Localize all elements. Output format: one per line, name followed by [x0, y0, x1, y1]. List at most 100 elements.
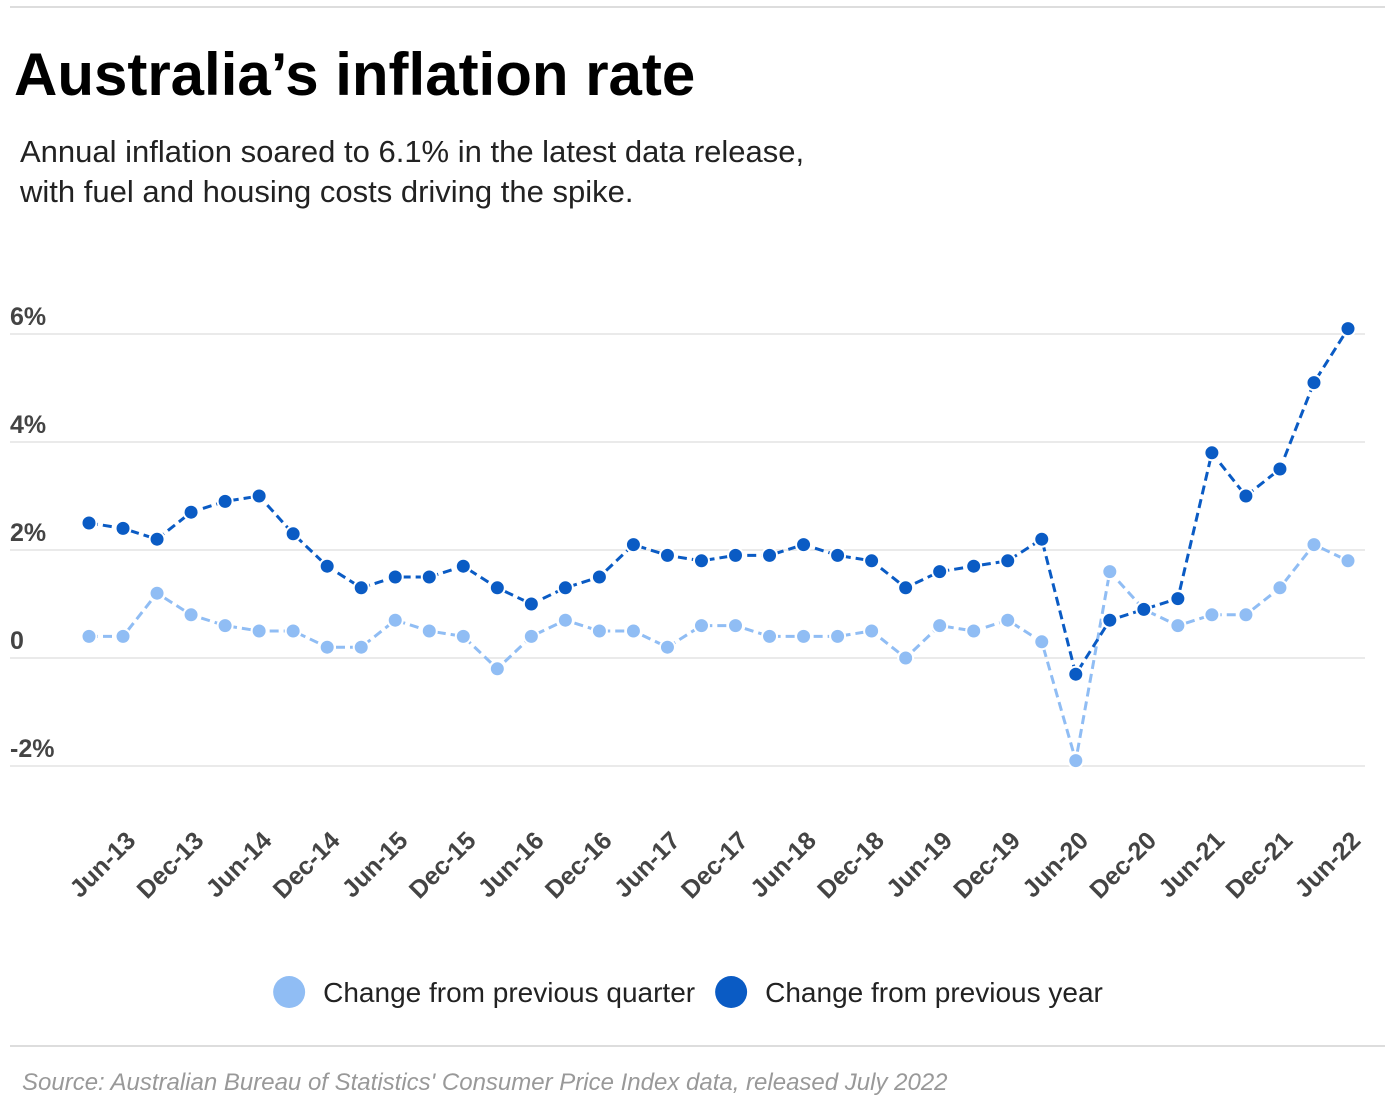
y-tick-label: 2% [10, 519, 46, 547]
data-point [1339, 552, 1357, 570]
data-point [1067, 665, 1085, 683]
x-tick-label: Dec-16 [540, 826, 618, 904]
data-point [999, 611, 1017, 629]
data-point [556, 611, 574, 629]
data-point [931, 563, 949, 581]
data-point [216, 492, 234, 510]
x-tick-label: Jun-15 [337, 826, 414, 903]
x-tick-label: Dec-13 [132, 826, 210, 904]
x-tick-label: Dec-14 [268, 826, 346, 904]
data-point [1271, 579, 1289, 597]
data-point [488, 579, 506, 597]
x-tick-label: Dec-21 [1220, 826, 1298, 904]
data-point [624, 622, 642, 640]
legend: Change from previous quarter Change from … [273, 976, 1103, 1008]
data-point [658, 546, 676, 564]
data-point [114, 519, 132, 537]
series-line [89, 542, 1349, 762]
data-point [148, 584, 166, 602]
data-point [522, 595, 540, 613]
data-point [182, 606, 200, 624]
x-tick-label: Jun-20 [1017, 826, 1094, 903]
data-point [829, 627, 847, 645]
data-point [216, 617, 234, 635]
data-point [556, 579, 574, 597]
data-point [897, 579, 915, 597]
chart-subtitle: with fuel and housing costs driving the … [19, 174, 633, 209]
data-point [1033, 633, 1051, 651]
data-point [1305, 374, 1323, 392]
data-point [692, 617, 710, 635]
x-tick-label: Jun-17 [609, 826, 686, 903]
data-point [795, 536, 813, 554]
x-tick-label: Jun-18 [745, 826, 822, 903]
y-tick-label: 0 [10, 627, 24, 655]
data-point [386, 611, 404, 629]
data-point [1169, 617, 1187, 635]
data-point [1305, 536, 1323, 554]
data-point [931, 617, 949, 635]
x-tick-label: Dec-19 [948, 826, 1026, 904]
data-point [965, 622, 983, 640]
data-point [1101, 611, 1119, 629]
chart-subtitle: Annual inflation soared to 6.1% in the l… [20, 134, 804, 169]
data-point [999, 552, 1017, 570]
data-point [1203, 444, 1221, 462]
data-point [863, 552, 881, 570]
data-point [352, 579, 370, 597]
y-tick-label: 6% [10, 303, 46, 331]
data-point [284, 622, 302, 640]
y-tick-label: -2% [10, 735, 54, 763]
data-point [80, 514, 98, 532]
data-point [1271, 460, 1289, 478]
data-point [795, 627, 813, 645]
data-point [658, 638, 676, 656]
series [80, 320, 1357, 683]
data-point [590, 568, 608, 586]
legend-label: Change from previous year [765, 977, 1103, 1008]
data-point [692, 552, 710, 570]
data-point [182, 503, 200, 521]
data-point [624, 536, 642, 554]
data-point [148, 530, 166, 548]
data-point [318, 557, 336, 575]
x-tick-label: Jun-19 [881, 826, 958, 903]
data-point [1101, 563, 1119, 581]
data-point [352, 638, 370, 656]
data-point [522, 627, 540, 645]
data-point [965, 557, 983, 575]
data-point [1135, 600, 1153, 618]
x-tick-label: Jun-22 [1289, 826, 1366, 903]
series-line [88, 327, 1350, 678]
data-point [761, 546, 779, 564]
source-note: Source: Australian Bureau of Statistics'… [22, 1069, 948, 1096]
data-point [488, 660, 506, 678]
legend-swatch [273, 976, 306, 1008]
legend-swatch [715, 976, 748, 1008]
data-point [284, 525, 302, 543]
chart-title: Australia’s inflation rate [14, 41, 695, 108]
data-point [1169, 590, 1187, 608]
x-tick-label: Dec-20 [1084, 826, 1162, 904]
data-point [420, 622, 438, 640]
x-tick-label: Jun-16 [473, 826, 550, 903]
data-point [727, 546, 745, 564]
x-tick-label: Dec-15 [404, 826, 482, 904]
data-point [829, 546, 847, 564]
data-point [114, 627, 132, 645]
data-point [863, 622, 881, 640]
x-tick-label: Dec-17 [676, 826, 754, 904]
data-point [454, 557, 472, 575]
data-point [420, 568, 438, 586]
data-point [250, 487, 268, 505]
legend-label: Change from previous quarter [323, 977, 695, 1008]
data-point [1033, 530, 1051, 548]
x-tick-label: Dec-18 [812, 826, 890, 904]
x-tick-label: Jun-21 [1153, 826, 1230, 903]
data-point [590, 622, 608, 640]
series [80, 536, 1357, 770]
data-point [897, 649, 915, 667]
y-tick-label: 4% [10, 411, 46, 439]
data-point [80, 627, 98, 645]
